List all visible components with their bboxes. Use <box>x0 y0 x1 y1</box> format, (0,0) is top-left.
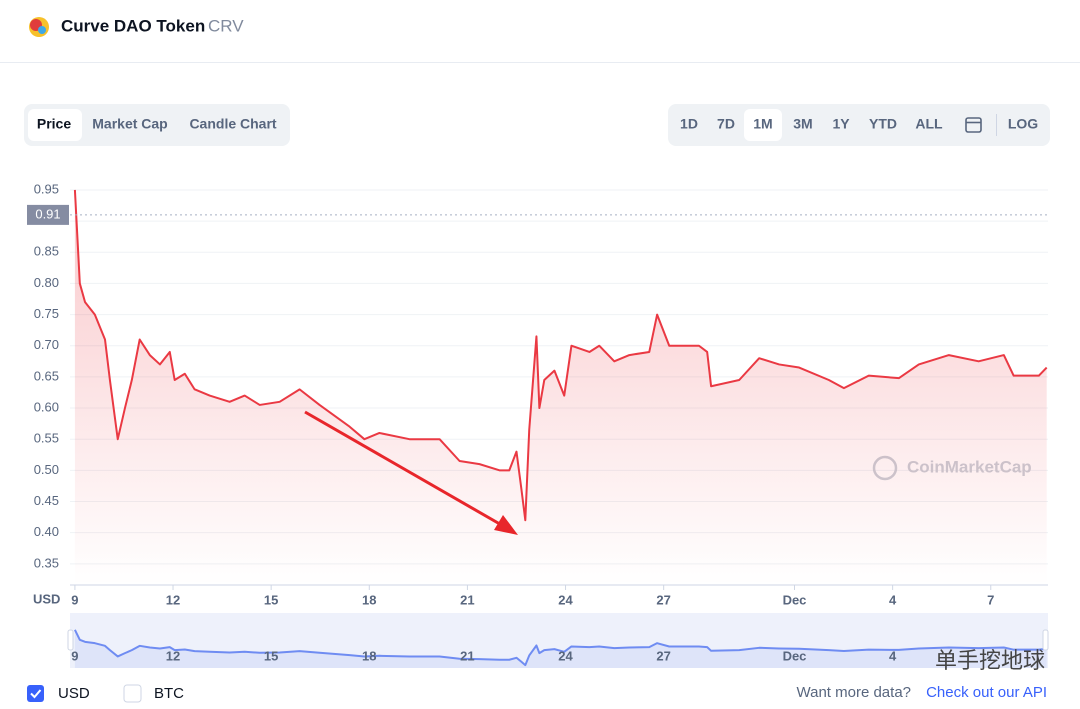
navigator-tick-label: 12 <box>166 648 180 663</box>
navigator-tick-label: 9 <box>71 648 78 663</box>
x-tick-label: 21 <box>460 592 474 607</box>
footer-link[interactable]: Check out our API <box>926 684 1047 701</box>
x-tick-label: Dec <box>783 592 807 607</box>
currency-option[interactable]: USD <box>58 685 90 702</box>
navigator-tick-label: 7 <box>987 648 994 663</box>
range-button[interactable]: 1D <box>680 116 698 132</box>
x-tick-label: 9 <box>71 592 78 607</box>
y-tick-label: 0.70 <box>34 337 59 352</box>
navigator-tick-label: 18 <box>362 648 376 663</box>
navigator-handle[interactable] <box>67 629 74 651</box>
y-tick-label: 0.45 <box>34 493 59 508</box>
price-line <box>74 629 1047 667</box>
checkbox-checked[interactable] <box>27 685 44 702</box>
range-button[interactable]: 1Y <box>832 116 850 132</box>
tab-selected <box>28 109 82 141</box>
tab[interactable]: Market Cap <box>92 116 167 132</box>
x-tick-label: 12 <box>166 592 180 607</box>
y-tick-label: 0.60 <box>34 399 59 414</box>
range-button[interactable]: 3M <box>793 116 812 132</box>
tab[interactable]: Price <box>37 116 71 132</box>
social-watermark: 单手挖地球 <box>935 648 1045 673</box>
checkbox[interactable] <box>123 684 142 703</box>
x-tick-label: 7 <box>987 592 994 607</box>
y-tick-label: 0.50 <box>34 462 59 477</box>
navigator-handle[interactable] <box>1042 629 1049 651</box>
x-tick-label: 24 <box>558 592 573 607</box>
range-selected <box>744 109 782 141</box>
x-tick-label: 27 <box>656 592 670 607</box>
coin-name: Curve DAO Token <box>61 16 205 35</box>
navigator-tick-label: Dec <box>783 648 807 663</box>
header-bar <box>0 0 1080 62</box>
y-tick-label: 0.75 <box>34 306 59 321</box>
x-tick-label: 4 <box>889 592 897 607</box>
footer-prompt: Want more data? <box>797 684 912 701</box>
range-button[interactable]: 1M <box>753 116 772 132</box>
x-tick-label: 15 <box>264 592 278 607</box>
annotation-arrow <box>304 410 506 529</box>
navigator-tick-label: 24 <box>558 648 573 663</box>
navigator-tick-label: 15 <box>264 648 278 663</box>
calendar-icon[interactable] <box>965 117 982 133</box>
y-tick-label: 0.55 <box>34 431 59 446</box>
navigator-tick-label: 27 <box>656 648 670 663</box>
coin-symbol: CRV <box>208 16 244 35</box>
y-tick-label: 0.95 <box>34 181 59 196</box>
y-tick-label: 0.85 <box>34 244 59 259</box>
y-axis-label: USD <box>33 591 60 606</box>
navigator-tick-label: 21 <box>460 648 474 663</box>
log-button[interactable]: LOG <box>1008 116 1038 132</box>
y-tick-label: 0.80 <box>34 275 59 290</box>
range-button[interactable]: YTD <box>869 116 897 132</box>
current-price-label: 0.91 <box>35 206 60 221</box>
current-price-tag <box>27 204 69 225</box>
navigator <box>70 613 1048 668</box>
y-tick-label: 0.35 <box>34 555 59 570</box>
x-tick-label: 18 <box>362 592 376 607</box>
tab-group <box>24 104 290 146</box>
annotation-arrowhead <box>494 515 518 535</box>
range-button[interactable]: ALL <box>915 116 943 132</box>
navigator-tick-label: 4 <box>889 648 897 663</box>
price-line <box>73 189 1048 522</box>
logo-dot <box>38 26 46 34</box>
range-button[interactable]: 7D <box>717 116 735 132</box>
check-mark <box>30 689 42 699</box>
y-tick-label: 0.65 <box>34 368 59 383</box>
y-tick-label: 0.40 <box>34 524 59 539</box>
price-area <box>74 629 1047 668</box>
tab[interactable]: Candle Chart <box>189 116 276 132</box>
currency-option[interactable]: BTC <box>154 685 184 702</box>
